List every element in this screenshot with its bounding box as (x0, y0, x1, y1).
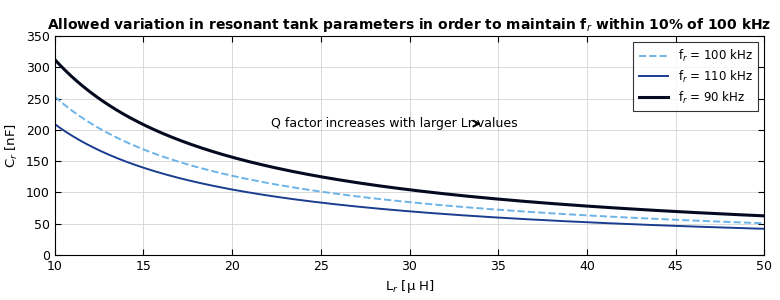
f$_r$ = 110 kHz (50, 122, 59, 126)
f$_r$ = 90 kHz (122, 114, 132, 118)
f$_r$ = 90 kHz (760, 214, 769, 218)
f$_r$ = 110 kHz (122, 160, 132, 164)
Title: Allowed variation in resonant tank parameters in order to maintain f$_r$ within : Allowed variation in resonant tank param… (48, 16, 771, 34)
f$_r$ = 90 kHz (604, 206, 613, 209)
f$_r$ = 110 kHz (363, 206, 372, 209)
f$_r$ = 90 kHz (337, 178, 346, 182)
f$_r$ = 110 kHz (337, 203, 346, 207)
f$_r$ = 100 kHz (363, 196, 372, 200)
Line: f$_r$ = 100 kHz: f$_r$ = 100 kHz (55, 97, 764, 223)
f$_r$ = 90 kHz (616, 206, 626, 210)
f$_r$ = 110 kHz (604, 221, 613, 225)
f$_r$ = 110 kHz (537, 218, 547, 222)
f$_r$ = 90 kHz (50, 58, 59, 61)
f$_r$ = 100 kHz (50, 95, 59, 98)
f$_r$ = 90 kHz (537, 201, 547, 205)
f$_r$ = 100 kHz (122, 141, 132, 144)
f$_r$ = 110 kHz (760, 227, 769, 231)
f$_r$ = 100 kHz (537, 211, 547, 214)
f$_r$ = 110 kHz (616, 222, 626, 226)
Y-axis label: C$_r$ [nF]: C$_r$ [nF] (4, 123, 20, 168)
f$_r$ = 100 kHz (337, 193, 346, 196)
Line: f$_r$ = 110 kHz: f$_r$ = 110 kHz (55, 124, 764, 229)
f$_r$ = 100 kHz (604, 215, 613, 218)
Line: f$_r$ = 90 kHz: f$_r$ = 90 kHz (55, 59, 764, 216)
Legend: f$_r$ = 100 kHz, f$_r$ = 110 kHz, f$_r$ = 90 kHz: f$_r$ = 100 kHz, f$_r$ = 110 kHz, f$_r$ … (633, 42, 758, 112)
X-axis label: L$_r$ [μ H]: L$_r$ [μ H] (385, 278, 434, 296)
f$_r$ = 90 kHz (363, 182, 372, 186)
f$_r$ = 100 kHz (760, 221, 769, 225)
Text: Q factor increases with larger Lr values: Q factor increases with larger Lr values (271, 117, 518, 130)
f$_r$ = 100 kHz (616, 215, 626, 219)
